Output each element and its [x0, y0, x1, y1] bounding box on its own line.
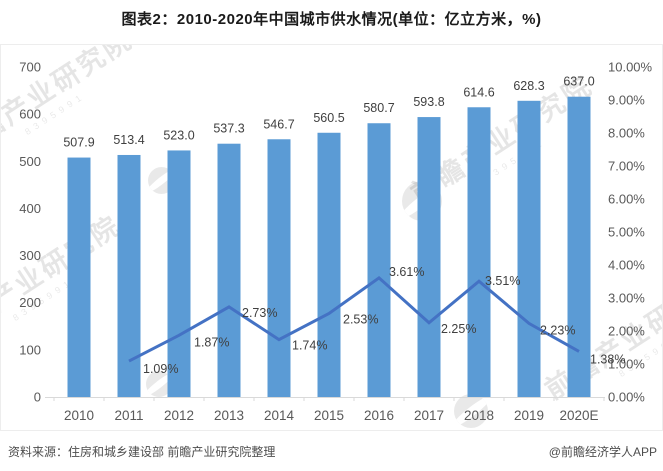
brand-credit: @前瞻经济学人APP: [548, 445, 657, 459]
line-value-label: 3.51%: [485, 274, 520, 288]
line-value-label: 2.73%: [242, 306, 277, 320]
growth-rate-line: [128, 275, 580, 363]
watermark-logo-icon: [454, 394, 488, 428]
bar-value-label: 580.7: [363, 101, 394, 115]
data-source-note: 资料来源：住房和城乡建设部 前瞻产业研究院整理: [8, 445, 276, 459]
y-axis-right-tick-label: 10.00%: [608, 60, 653, 75]
bar: [167, 150, 191, 397]
y-axis-left-tick-label: 600: [19, 107, 41, 122]
line-value-label: 1.38%: [590, 352, 625, 366]
bar-value-label: 637.0: [563, 75, 594, 89]
y-axis-right-tick-label: 3.00%: [608, 291, 645, 306]
bar: [367, 123, 391, 398]
chart-canvas: 0 100 200 300 400 500 600 700 0.00% 1.00% 2.00% 3.0…: [19, 60, 653, 424]
x-axis-tick-label: 2014: [264, 408, 295, 423]
line-value-label: 2.23%: [540, 323, 575, 337]
line-value-label: 1.87%: [194, 335, 229, 349]
x-axis-tick-label: 2016: [364, 408, 394, 423]
bar-value-label: 628.3: [513, 79, 544, 93]
y-axis-right-tick-label: 2.00%: [608, 324, 645, 339]
bar: [517, 100, 541, 398]
y-axis-right-tick-label: 5.00%: [608, 225, 645, 240]
line-value-label: 1.09%: [143, 362, 178, 376]
bar-value-label: 537.3: [213, 122, 244, 136]
bar: [467, 107, 491, 397]
chart-title: 图表2：2010-2020年中国城市供水情况(单位：亿立方米，%): [121, 11, 542, 28]
x-axis-tick-label: 2012: [164, 408, 194, 423]
y-axis-left-tick-label: 500: [19, 154, 41, 169]
x-axis-tick-label: 2020E: [559, 408, 598, 423]
y-axis-left-tick-label: 100: [19, 342, 41, 357]
y-axis-left-tick-label: 200: [19, 295, 41, 310]
x-axis-tick-label: 2010: [64, 408, 94, 423]
y-axis-right-tick-label: 9.00%: [608, 93, 645, 108]
line-value-label: 2.25%: [441, 322, 476, 336]
y-axis-left-tick-label: 400: [19, 201, 41, 216]
x-axis-tick-label: 2019: [514, 408, 544, 423]
bar: [217, 143, 241, 397]
bar: [567, 96, 591, 397]
y-axis-right-tick-label: 1.00%: [608, 357, 645, 372]
bar: [317, 132, 341, 397]
bar: [117, 154, 141, 397]
bar-value-label: 507.9: [63, 136, 94, 150]
bar-value-label: 560.5: [313, 111, 344, 125]
x-axis-tick-label: 2018: [464, 408, 494, 423]
y-axis-left-tick-label: 700: [19, 60, 41, 75]
bar-value-label: 593.8: [413, 95, 444, 109]
bar-value-label: 546.7: [263, 117, 294, 131]
y-axis-right-tick-label: 4.00%: [608, 258, 645, 273]
y-axis-right-tick-label: 0.00%: [608, 390, 645, 405]
line-value-label: 3.61%: [389, 265, 424, 279]
x-axis-tick-label: 2015: [314, 408, 344, 423]
bar-value-label: 513.4: [113, 133, 144, 147]
bar: [417, 117, 441, 398]
bar-value-label: 614.6: [463, 85, 494, 99]
y-axis-left-tick-label: 0: [34, 390, 41, 405]
x-axis-tick-label: 2013: [214, 408, 244, 423]
x-axis-tick-label: 2011: [114, 408, 143, 423]
bar-value-label: 523.0: [163, 128, 194, 142]
bar: [67, 157, 91, 397]
y-axis-right-tick-label: 8.00%: [608, 126, 645, 141]
y-axis-left-tick-label: 300: [19, 248, 41, 263]
bar: [267, 139, 291, 397]
y-axis-right-tick-label: 7.00%: [608, 159, 645, 174]
line-value-label: 2.53%: [343, 313, 378, 327]
chart-area: 前瞻产业研究院 8395991 前瞻产业研究院 8395991 前瞻产业研究院 …: [0, 44, 663, 431]
y-axis-right-tick-label: 6.00%: [608, 192, 645, 207]
line-value-label: 1.74%: [292, 339, 327, 353]
x-axis-tick-label: 2017: [414, 408, 444, 423]
